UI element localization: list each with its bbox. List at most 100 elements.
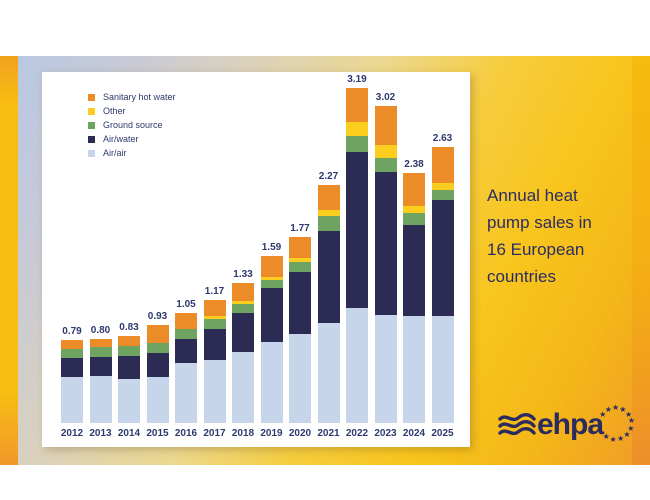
bar-2021: 2.27: [317, 171, 340, 423]
bar-2017: 1.17: [203, 286, 226, 423]
star-icon: ★: [602, 431, 610, 441]
x-axis-label: 2014: [117, 428, 141, 439]
bar-segment-other: [403, 205, 425, 214]
bar-segment-sanitary-hot-water: [346, 88, 368, 122]
star-icon: ★: [619, 404, 627, 414]
bar-2019: 1.59: [260, 242, 283, 423]
bar-segment-air-water: [289, 271, 311, 334]
bar-segment-ground-source: [89, 347, 112, 357]
x-axis-label: 2021: [317, 428, 340, 439]
bar-segment-other: [346, 121, 368, 137]
bar-total-label: 0.83: [119, 321, 139, 333]
bar-2022: 3.19: [346, 74, 368, 423]
bar-segment-other: [431, 182, 454, 190]
bar-segment-air-air: [374, 314, 397, 423]
bar-segment-air-water: [203, 328, 226, 360]
bar-segment-sanitary-hot-water: [232, 283, 254, 302]
bar-segment-air-air: [61, 376, 83, 423]
right-gold-strip: [632, 56, 650, 465]
bar-segment-air-air: [89, 375, 112, 423]
bar-2012: 0.79: [61, 326, 83, 423]
bar-2014: 0.83: [118, 322, 140, 423]
logo-text: ehpa: [537, 408, 604, 441]
bar-2024: 2.38: [403, 159, 425, 423]
star-icon: ★: [627, 423, 635, 433]
bar-segment-air-water: [118, 355, 140, 379]
bar-segment-air-water: [260, 287, 283, 343]
bar-segment-sanitary-hot-water: [403, 173, 425, 206]
bar-total-label: 1.17: [204, 286, 225, 298]
waves-icon: [497, 405, 537, 446]
bar-segment-ground-source: [146, 343, 169, 353]
bar-segment-ground-source: [346, 136, 368, 153]
legend-item-ground-source: Ground source: [88, 121, 176, 130]
bar-segment-ground-source: [175, 328, 197, 340]
bar-segment-air-air: [146, 376, 169, 423]
bar-segment-sanitary-hot-water: [146, 325, 169, 344]
bar-total-label: 0.93: [147, 311, 168, 323]
bar-2025: 2.63: [431, 133, 454, 423]
legend-label: Air/water: [103, 134, 139, 144]
x-axis-label: 2018: [231, 428, 255, 439]
legend-swatch-icon: [88, 122, 95, 129]
x-axis-label: 2025: [431, 428, 454, 439]
bar-total-label: 3.02: [375, 91, 396, 103]
bar-segment-air-air: [203, 360, 226, 423]
legend-label: Air/air: [103, 148, 127, 158]
x-axis-label: 2012: [60, 428, 84, 439]
bar-2018: 1.33: [232, 269, 254, 423]
bar-segment-ground-source: [61, 348, 83, 358]
legend-label: Other: [103, 106, 126, 116]
x-axis-label: 2019: [260, 428, 283, 439]
bar-total-label: 1.59: [261, 242, 282, 254]
bar-segment-air-water: [146, 352, 169, 377]
bar-2020: 1.77: [289, 223, 311, 423]
bar-segment-ground-source: [260, 280, 283, 288]
bar-segment-ground-source: [232, 304, 254, 313]
bar-segment-sanitary-hot-water: [61, 340, 83, 349]
star-icon: ★: [609, 434, 617, 444]
legend-item-other: Other: [88, 107, 176, 116]
bar-segment-other: [203, 316, 226, 320]
star-icon: ★: [624, 409, 633, 419]
star-icon: ★: [627, 416, 635, 426]
bar-segment-air-water: [431, 200, 454, 316]
bar-total-label: 2.27: [318, 170, 339, 182]
bar-total-label: 1.77: [290, 223, 310, 235]
bar-segment-air-air: [175, 363, 197, 423]
bar-segment-air-air: [118, 378, 140, 423]
bar-segment-sanitary-hot-water: [118, 335, 140, 347]
bar-segment-sanitary-hot-water: [289, 237, 311, 259]
legend-swatch-icon: [88, 108, 95, 115]
bar-segment-sanitary-hot-water: [374, 105, 397, 145]
bar-total-label: 1.33: [233, 269, 253, 281]
bar-total-label: 0.80: [90, 325, 111, 336]
bar-segment-air-air: [346, 307, 368, 423]
bar-segment-ground-source: [203, 319, 226, 329]
bar-total-label: 2.38: [404, 159, 424, 171]
bar-total-label: 3.19: [347, 74, 367, 86]
legend: Sanitary hot water Other Ground source Air/…: [88, 93, 176, 163]
chart-title: Annual heat pump sales in 16 European co…: [487, 186, 592, 286]
bar-segment-other: [232, 301, 254, 305]
legend-item-air-water: Air/water: [88, 135, 176, 144]
bar-segment-ground-source: [431, 189, 454, 201]
bar-2023: 3.02: [374, 92, 397, 423]
x-axis-label: 2020: [288, 428, 312, 439]
bar-segment-ground-source: [374, 158, 397, 173]
x-axis-label: 2022: [345, 428, 369, 439]
legend-swatch-icon: [88, 94, 95, 101]
bar-segment-air-water: [403, 224, 425, 316]
bar-segment-air-air: [260, 342, 283, 423]
bar-segment-other: [260, 277, 283, 281]
bar-segment-air-water: [232, 312, 254, 352]
bar-segment-sanitary-hot-water: [260, 256, 283, 278]
x-axis-label: 2017: [203, 428, 226, 439]
x-axis-label: 2024: [402, 428, 426, 439]
x-axis-label: 2015: [146, 428, 169, 439]
bar-segment-air-water: [89, 356, 112, 376]
legend-item-sanitary-hot-water: Sanitary hot water: [88, 93, 176, 102]
star-icon: ★: [604, 404, 612, 414]
eu-stars-icon: ★ ★ ★ ★ ★ ★ ★ ★ ★ ★ ★: [594, 402, 638, 446]
